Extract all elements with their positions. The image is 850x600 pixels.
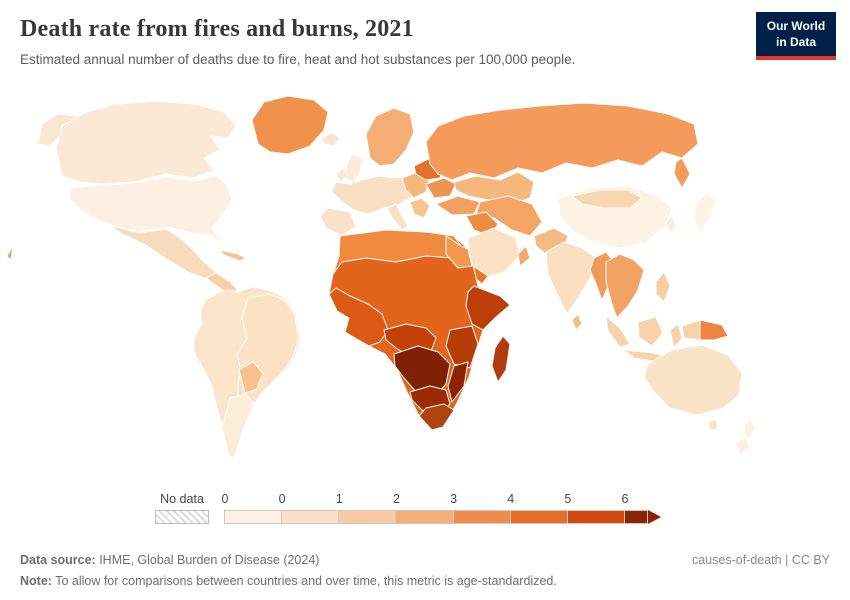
region-korea[interactable]	[665, 215, 677, 235]
map-legend: No data 0 0 1 2 3 4 5 6	[0, 492, 850, 536]
region-japan[interactable]	[692, 191, 717, 233]
region-madagascar[interactable]	[491, 335, 511, 383]
region-iberia[interactable]	[319, 207, 357, 237]
legend-color-bar[interactable]	[224, 510, 625, 524]
region-indonesia-papua[interactable]	[681, 319, 701, 341]
chart-title: Death rate from fires and burns, 2021	[20, 16, 414, 42]
legend-tick-label: 1	[335, 492, 343, 506]
legend-tick-label: 2	[392, 492, 400, 506]
legend-color-bin[interactable]	[395, 510, 454, 524]
legend-bar-row	[224, 510, 661, 524]
region-oman[interactable]	[517, 245, 531, 267]
legend-color-bin[interactable]	[566, 510, 625, 524]
region-balkans[interactable]	[409, 197, 431, 219]
license-link[interactable]: causes-of-death | CC BY	[691, 553, 830, 567]
legend-arrow-segment[interactable]	[624, 510, 648, 524]
region-iceland[interactable]	[321, 131, 341, 147]
region-ukraine[interactable]	[425, 177, 457, 199]
region-central-asia[interactable]	[453, 171, 535, 205]
region-mongolia[interactable]	[571, 189, 643, 209]
legend-tick-label: 5	[564, 492, 572, 506]
region-sri-lanka[interactable]	[571, 313, 583, 331]
region-indonesia-sumatra[interactable]	[605, 315, 631, 348]
region-russia[interactable]	[425, 102, 699, 181]
region-new-zealand-north[interactable]	[742, 418, 757, 440]
legend-tick-label: 3	[450, 492, 458, 506]
legend-color-bin[interactable]	[224, 510, 283, 524]
region-mozambique[interactable]	[447, 361, 469, 403]
legend-tick-label: 0	[278, 492, 286, 506]
region-caribbean[interactable]	[219, 249, 247, 262]
legend-no-data-label: No data	[160, 492, 204, 506]
legend-no-data-swatch[interactable]	[155, 510, 209, 524]
region-horn-africa[interactable]	[465, 285, 511, 331]
legend-bar-wrap: 0 0 1 2 3 4 5 6	[221, 492, 661, 524]
data-source: Data source: IHME, Global Burden of Dise…	[20, 553, 319, 567]
legend-tick-label: 4	[507, 492, 515, 506]
data-source-text: IHME, Global Burden of Disease (2024)	[95, 553, 320, 567]
owid-logo[interactable]: Our World in Data	[756, 12, 836, 61]
chart-header: Death rate from fires and burns, 2021 Es…	[0, 0, 850, 67]
region-russia-sliver[interactable]	[6, 245, 14, 261]
region-scandinavia[interactable]	[365, 107, 415, 167]
region-italy[interactable]	[387, 203, 409, 231]
legend-color-bin[interactable]	[452, 510, 511, 524]
owid-logo-line1: Our World	[766, 19, 826, 33]
region-bolivia-paraguay[interactable]	[238, 361, 264, 394]
region-west-africa[interactable]	[328, 287, 389, 347]
region-australia[interactable]	[643, 344, 743, 416]
chart-subtitle: Estimated annual number of deaths due to…	[20, 52, 576, 67]
region-usa[interactable]	[69, 174, 233, 242]
region-uk[interactable]	[345, 153, 363, 184]
region-se-asia[interactable]	[605, 253, 645, 319]
legend-color-bin[interactable]	[338, 510, 397, 524]
region-north-africa[interactable]	[332, 229, 462, 275]
region-turkey[interactable]	[435, 195, 481, 216]
region-papua-new-guinea[interactable]	[699, 319, 729, 341]
region-indonesia-borneo[interactable]	[637, 316, 664, 347]
chart-footer: Data source: IHME, Global Burden of Dise…	[0, 553, 850, 588]
region-new-zealand-south[interactable]	[734, 436, 751, 456]
chart-note-label: Note:	[20, 574, 52, 588]
data-source-label: Data source:	[20, 553, 96, 567]
region-egypt[interactable]	[445, 235, 473, 269]
region-india[interactable]	[545, 241, 597, 315]
world-map	[6, 95, 757, 459]
region-indonesia-sulawesi[interactable]	[669, 323, 683, 349]
region-tasmania[interactable]	[707, 418, 719, 432]
owid-logo-line2: in Data	[775, 34, 816, 49]
region-greenland[interactable]	[251, 95, 329, 155]
legend-tick-label: 6	[621, 492, 629, 506]
region-kamchatka[interactable]	[673, 157, 691, 189]
owid-logo-accent	[756, 56, 836, 61]
region-east-africa[interactable]	[445, 325, 479, 369]
legend-no-data: No data	[155, 492, 209, 524]
region-central-america[interactable]	[205, 272, 239, 294]
region-ireland[interactable]	[335, 167, 348, 183]
legend-ticks: 0 0 1 2 3 4 5 6	[221, 492, 629, 510]
legend-arrow-icon	[648, 510, 661, 524]
chart-note-text: To allow for comparisons between countri…	[51, 574, 557, 588]
chart-note: Note: To allow for comparisons between c…	[20, 574, 830, 588]
legend-tick-label: 0	[221, 492, 229, 506]
legend-color-bin[interactable]	[281, 510, 340, 524]
region-mexico[interactable]	[109, 224, 217, 280]
region-philippines[interactable]	[655, 271, 671, 303]
region-argentina[interactable]	[221, 393, 255, 458]
legend-color-bin[interactable]	[509, 510, 568, 524]
region-south-africa[interactable]	[418, 403, 455, 431]
region-canada[interactable]	[55, 100, 237, 185]
